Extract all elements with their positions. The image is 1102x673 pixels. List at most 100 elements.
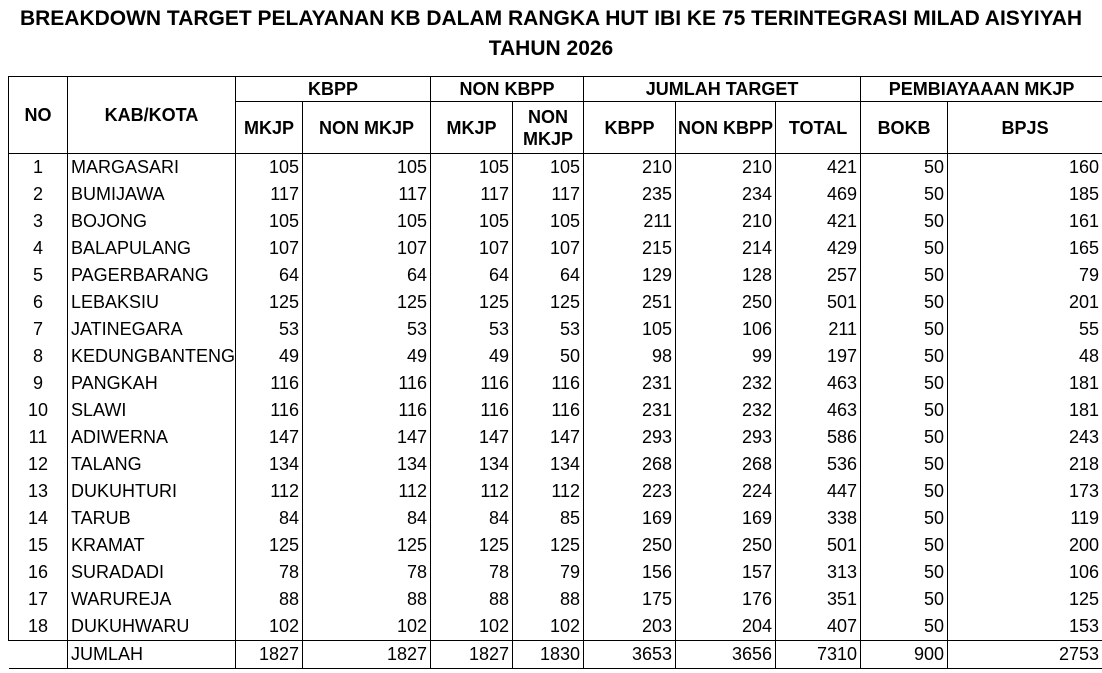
value-cell: 463 [775, 370, 862, 397]
value-cell: 125 [512, 532, 585, 559]
value-cell: 165 [947, 235, 1102, 262]
value-cell: 501 [775, 289, 862, 316]
value-cell: 102 [235, 613, 303, 641]
table-header: NO KAB/KOTA KBPP NON KBPP JUMLAH TARGET … [8, 76, 1102, 154]
value-cell: 211 [775, 316, 862, 343]
value-cell: 134 [512, 451, 585, 478]
region-name: WARUREJA [67, 586, 236, 613]
value-cell: 223 [583, 478, 677, 505]
value-cell: 469 [775, 181, 862, 208]
table-body: 1 MARGASARI 105 105 105 105 210 210 421 50 160 2 BUM… [8, 153, 1102, 669]
value-cell: 156 [583, 559, 677, 586]
value-cell: 64 [235, 262, 303, 289]
header-row: NO KAB/KOTA KBPP NON KBPP JUMLAH TARGET … [8, 76, 1102, 154]
value-cell: 268 [583, 451, 677, 478]
value-cell: 105 [583, 316, 677, 343]
value-cell: 50 [860, 181, 949, 208]
value-cell: 50 [860, 343, 949, 370]
value-cell: 116 [235, 370, 303, 397]
total-value: 1827 [301, 640, 432, 669]
value-cell: 50 [860, 316, 949, 343]
region-name: PANGKAH [67, 370, 236, 397]
row-number: 8 [8, 343, 68, 370]
value-cell: 501 [775, 532, 862, 559]
data-row: 17 WARUREJA 88 88 88 88 175 176 351 50 125 [8, 586, 1102, 613]
region-name: BOJONG [67, 208, 236, 235]
value-cell: 112 [235, 478, 303, 505]
row-number: 11 [8, 424, 68, 451]
column-header: NON KBPP [675, 101, 777, 154]
region-name: BALAPULANG [67, 235, 236, 262]
value-cell: 181 [947, 397, 1102, 424]
total-value: 1827 [235, 640, 303, 669]
row-number: 15 [8, 532, 68, 559]
row-number: 1 [8, 153, 68, 181]
value-cell: 102 [512, 613, 585, 641]
data-row: 1 MARGASARI 105 105 105 105 210 210 421 50 160 [8, 153, 1102, 181]
value-cell: 112 [430, 478, 514, 505]
value-cell: 119 [947, 505, 1102, 532]
region-name: MARGASARI [67, 153, 236, 181]
value-cell: 50 [860, 235, 949, 262]
value-cell: 232 [675, 370, 777, 397]
data-row: 13 DUKUHTURI 112 112 112 112 223 224 447 50 173 [8, 478, 1102, 505]
value-cell: 105 [301, 208, 432, 235]
value-cell: 232 [675, 397, 777, 424]
value-cell: 160 [947, 153, 1102, 181]
value-cell: 99 [675, 343, 777, 370]
value-cell: 251 [583, 289, 677, 316]
value-cell: 53 [301, 316, 432, 343]
value-cell: 64 [301, 262, 432, 289]
data-row: 12 TALANG 134 134 134 134 268 268 536 50 218 [8, 451, 1102, 478]
value-cell: 536 [775, 451, 862, 478]
region-name: KEDUNGBANTENG [67, 343, 236, 370]
region-name: JATINEGARA [67, 316, 236, 343]
region-name: SLAWI [67, 397, 236, 424]
value-cell: 147 [235, 424, 303, 451]
value-cell: 173 [947, 478, 1102, 505]
value-cell: 79 [512, 559, 585, 586]
value-cell: 50 [860, 424, 949, 451]
column-header: TOTAL [775, 101, 862, 154]
value-cell: 112 [301, 478, 432, 505]
value-cell: 204 [675, 613, 777, 641]
data-row: 5 PAGERBARANG 64 64 64 64 129 128 257 50 79 [8, 262, 1102, 289]
value-cell: 181 [947, 370, 1102, 397]
row-number: 10 [8, 397, 68, 424]
value-cell: 153 [947, 613, 1102, 641]
value-cell: 53 [430, 316, 514, 343]
value-cell: 176 [675, 586, 777, 613]
value-cell: 116 [301, 397, 432, 424]
column-header: BPJS [947, 101, 1102, 154]
row-number: 6 [8, 289, 68, 316]
value-cell: 98 [583, 343, 677, 370]
value-cell: 84 [430, 505, 514, 532]
value-cell: 129 [583, 262, 677, 289]
value-cell: 421 [775, 153, 862, 181]
data-row: 15 KRAMAT 125 125 125 125 250 250 501 50 200 [8, 532, 1102, 559]
region-name: DUKUHWARU [67, 613, 236, 641]
value-cell: 50 [860, 262, 949, 289]
value-cell: 49 [430, 343, 514, 370]
value-cell: 211 [583, 208, 677, 235]
value-cell: 214 [675, 235, 777, 262]
value-cell: 50 [860, 289, 949, 316]
column-header: BOKB [860, 101, 949, 154]
value-cell: 250 [583, 532, 677, 559]
value-cell: 88 [512, 586, 585, 613]
value-cell: 268 [675, 451, 777, 478]
total-value: 1830 [512, 640, 585, 669]
value-cell: 134 [235, 451, 303, 478]
row-number: 18 [8, 613, 68, 641]
value-cell: 117 [235, 181, 303, 208]
data-row: 7 JATINEGARA 53 53 53 53 105 106 211 50 55 [8, 316, 1102, 343]
data-row: 16 SURADADI 78 78 78 79 156 157 313 50 106 [8, 559, 1102, 586]
value-cell: 185 [947, 181, 1102, 208]
value-cell: 105 [301, 153, 432, 181]
group-header: NON KBPP [430, 76, 585, 102]
value-cell: 215 [583, 235, 677, 262]
value-cell: 231 [583, 397, 677, 424]
data-row: 11 ADIWERNA 147 147 147 147 293 293 586 50 243 [8, 424, 1102, 451]
value-cell: 50 [860, 586, 949, 613]
value-cell: 116 [512, 370, 585, 397]
